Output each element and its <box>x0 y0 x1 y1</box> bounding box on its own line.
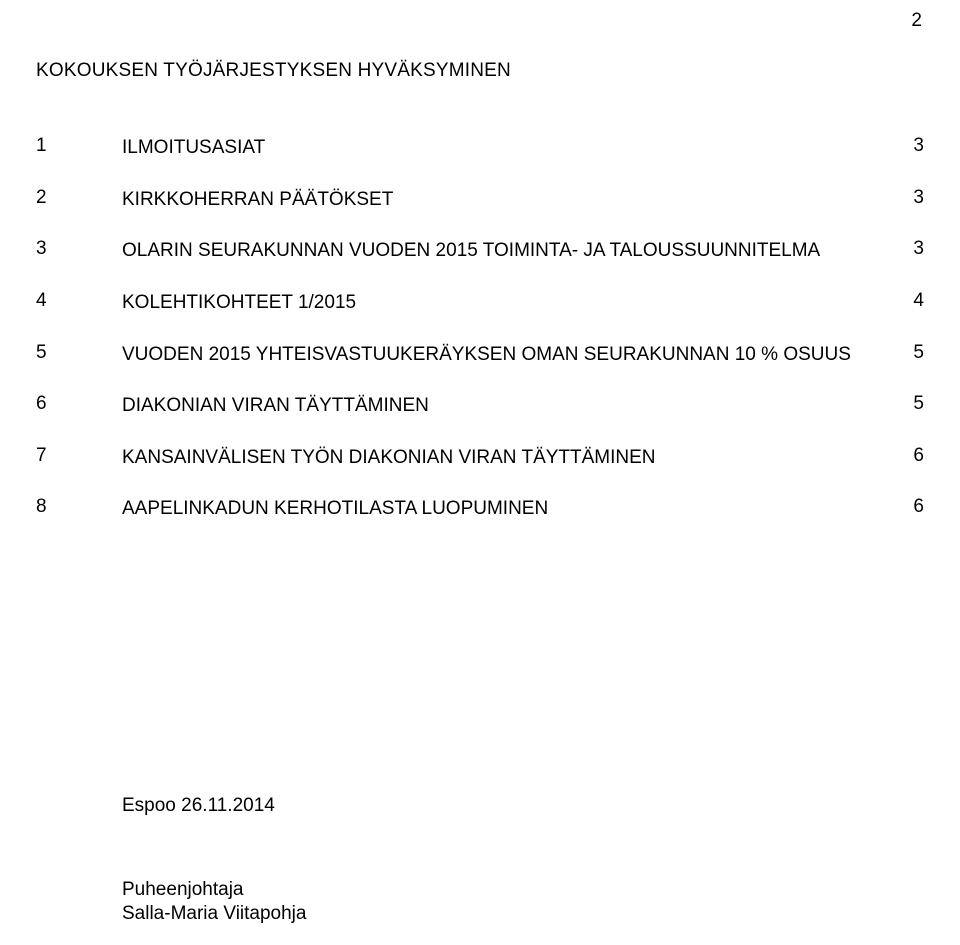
toc-item-label: KANSAINVÄLISEN TYÖN DIAKONIAN VIRAN TÄYT… <box>122 445 894 471</box>
toc-item-number: 7 <box>36 445 122 467</box>
toc-row: 6 DIAKONIAN VIRAN TÄYTTÄMINEN 5 <box>36 393 924 419</box>
toc-row: 3 OLARIN SEURAKUNNAN VUODEN 2015 TOIMINT… <box>36 238 924 264</box>
toc-item-label: VUODEN 2015 YHTEISVASTUUKERÄYKSEN OMAN S… <box>122 342 894 368</box>
toc-item-page: 5 <box>894 342 924 364</box>
toc-row: 7 KANSAINVÄLISEN TYÖN DIAKONIAN VIRAN TÄ… <box>36 445 924 471</box>
toc-item-number: 5 <box>36 342 122 364</box>
footer-city-date: Espoo 26.11.2014 <box>122 795 275 817</box>
toc-item-number: 2 <box>36 187 122 209</box>
toc-item-label: DIAKONIAN VIRAN TÄYTTÄMINEN <box>122 393 894 419</box>
footer-role: Puheenjohtaja <box>122 879 244 901</box>
toc-item-label: KIRKKOHERRAN PÄÄTÖKSET <box>122 187 894 213</box>
toc-item-page: 5 <box>894 393 924 415</box>
toc-item-page: 6 <box>894 496 924 518</box>
page-title: KOKOUKSEN TYÖJÄRJESTYKSEN HYVÄKSYMINEN <box>36 60 511 82</box>
toc-row: 5 VUODEN 2015 YHTEISVASTUUKERÄYKSEN OMAN… <box>36 342 924 368</box>
toc-item-page: 6 <box>894 445 924 467</box>
table-of-contents: 1 ILMOITUSASIAT 3 2 KIRKKOHERRAN PÄÄTÖKS… <box>36 135 924 548</box>
toc-item-number: 4 <box>36 290 122 312</box>
toc-row: 1 ILMOITUSASIAT 3 <box>36 135 924 161</box>
toc-item-label: OLARIN SEURAKUNNAN VUODEN 2015 TOIMINTA-… <box>122 238 894 264</box>
toc-row: 8 AAPELINKADUN KERHOTILASTA LUOPUMINEN 6 <box>36 496 924 522</box>
toc-item-page: 3 <box>894 187 924 209</box>
toc-row: 2 KIRKKOHERRAN PÄÄTÖKSET 3 <box>36 187 924 213</box>
toc-item-page: 3 <box>894 135 924 157</box>
toc-item-label: ILMOITUSASIAT <box>122 135 894 161</box>
toc-item-label: AAPELINKADUN KERHOTILASTA LUOPUMINEN <box>122 496 894 522</box>
toc-row: 4 KOLEHTIKOHTEET 1/2015 4 <box>36 290 924 316</box>
footer-signer-name: Salla-Maria Viitapohja <box>122 903 306 925</box>
document-page: 2 KOKOUKSEN TYÖJÄRJESTYKSEN HYVÄKSYMINEN… <box>0 0 960 945</box>
toc-item-number: 8 <box>36 496 122 518</box>
toc-item-label: KOLEHTIKOHTEET 1/2015 <box>122 290 894 316</box>
toc-item-page: 3 <box>894 238 924 260</box>
toc-item-number: 3 <box>36 238 122 260</box>
toc-item-number: 1 <box>36 135 122 157</box>
page-number: 2 <box>911 10 922 32</box>
toc-item-page: 4 <box>894 290 924 312</box>
toc-item-number: 6 <box>36 393 122 415</box>
